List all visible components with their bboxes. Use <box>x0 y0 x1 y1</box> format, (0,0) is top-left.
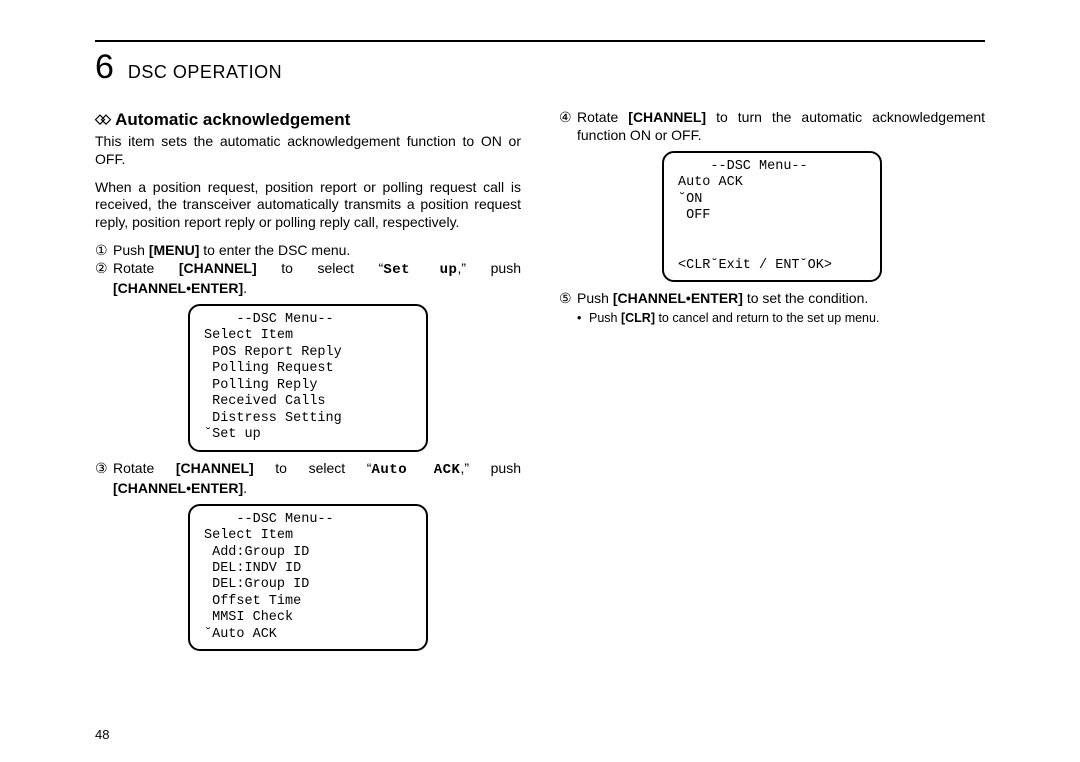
t: to select “ <box>257 260 384 276</box>
step-num: ⑤ <box>559 290 577 308</box>
lcd-screen-2: --DSC Menu-- Select Item Add:Group ID DE… <box>188 504 428 652</box>
t: [MENU] <box>149 242 200 258</box>
header-rule <box>95 40 985 42</box>
t: Rotate <box>113 260 179 276</box>
t: [CHANNEL] <box>176 460 254 476</box>
step-num: ① <box>95 242 113 260</box>
chapter-title: DSC OPERATION <box>128 62 282 83</box>
t: ,” push <box>457 260 521 276</box>
bullet-icon: • <box>577 310 589 326</box>
t: Set up <box>383 262 457 278</box>
section-title-text: Automatic acknowledgement <box>115 110 350 129</box>
t: to set the condition. <box>743 290 868 306</box>
t: Auto ACK <box>371 462 460 478</box>
intro-p2: When a position request, position report… <box>95 179 521 233</box>
t: to cancel and return to the set up menu. <box>655 311 879 325</box>
t: [CHANNEL] <box>179 260 257 276</box>
intro-p1: This item sets the automatic acknowledge… <box>95 133 521 169</box>
sub-text: Push [CLR] to cancel and return to the s… <box>589 310 879 326</box>
t: [CHANNEL•ENTER] <box>113 480 243 498</box>
t: Rotate <box>577 109 628 125</box>
t: to select “ <box>254 460 372 476</box>
t: . <box>243 480 247 496</box>
step-2: ② Rotate [CHANNEL] to select “Set up,” p… <box>95 260 521 298</box>
step-1: ① Push [MENU] to enter the DSC menu. <box>95 242 521 260</box>
step-text: Push [MENU] to enter the DSC menu. <box>113 242 521 260</box>
t: Push <box>589 311 621 325</box>
left-column: ◇◇ Automatic acknowledgement This item s… <box>95 109 521 659</box>
t: to enter the DSC menu. <box>199 242 350 258</box>
lcd-screen-2-wrap: --DSC Menu-- Select Item Add:Group ID DE… <box>95 504 521 652</box>
page-number: 48 <box>95 727 109 742</box>
step-text: Rotate [CHANNEL] to turn the automatic a… <box>577 109 985 145</box>
t: Push <box>577 290 613 306</box>
step-3: ③ Rotate [CHANNEL] to select “Auto ACK,”… <box>95 460 521 498</box>
step-5: ⑤ Push [CHANNEL•ENTER] to set the condit… <box>559 290 985 308</box>
lcd-screen-1: --DSC Menu-- Select Item POS Report Repl… <box>188 304 428 452</box>
right-column: ④ Rotate [CHANNEL] to turn the automatic… <box>559 109 985 659</box>
diamond-icon: ◇◇ <box>95 111 107 126</box>
lcd-screen-3: --DSC Menu-- Auto ACK ˘ON OFF <CLR˘Exit … <box>662 151 882 282</box>
t: [CLR] <box>621 311 655 325</box>
step-5-sub: • Push [CLR] to cancel and return to the… <box>577 310 985 326</box>
step-num: ③ <box>95 460 113 498</box>
t: . <box>243 280 247 296</box>
chapter-number: 6 <box>95 48 114 87</box>
chapter-header: 6 DSC OPERATION <box>95 48 985 87</box>
step-text: Push [CHANNEL•ENTER] to set the conditio… <box>577 290 985 308</box>
t: [CHANNEL] <box>628 109 706 125</box>
step-num: ② <box>95 260 113 298</box>
t: ,” push <box>460 460 521 476</box>
step-4: ④ Rotate [CHANNEL] to turn the automatic… <box>559 109 985 145</box>
step-text: Rotate [CHANNEL] to select “Auto ACK,” p… <box>113 460 521 498</box>
page: 6 DSC OPERATION ◇◇ Automatic acknowledge… <box>95 40 985 742</box>
columns: ◇◇ Automatic acknowledgement This item s… <box>95 109 985 659</box>
step-text: Rotate [CHANNEL] to select “Set up,” pus… <box>113 260 521 298</box>
lcd-screen-3-wrap: --DSC Menu-- Auto ACK ˘ON OFF <CLR˘Exit … <box>559 151 985 282</box>
t: Push <box>113 242 149 258</box>
section-title: ◇◇ Automatic acknowledgement <box>95 109 521 131</box>
step-num: ④ <box>559 109 577 145</box>
lcd-screen-1-wrap: --DSC Menu-- Select Item POS Report Repl… <box>95 304 521 452</box>
t: Rotate <box>113 460 176 476</box>
t: [CHANNEL•ENTER] <box>613 290 743 306</box>
t: [CHANNEL•ENTER] <box>113 280 243 296</box>
